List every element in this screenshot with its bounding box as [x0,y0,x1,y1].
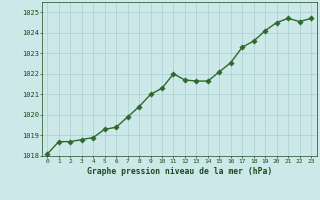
X-axis label: Graphe pression niveau de la mer (hPa): Graphe pression niveau de la mer (hPa) [87,167,272,176]
